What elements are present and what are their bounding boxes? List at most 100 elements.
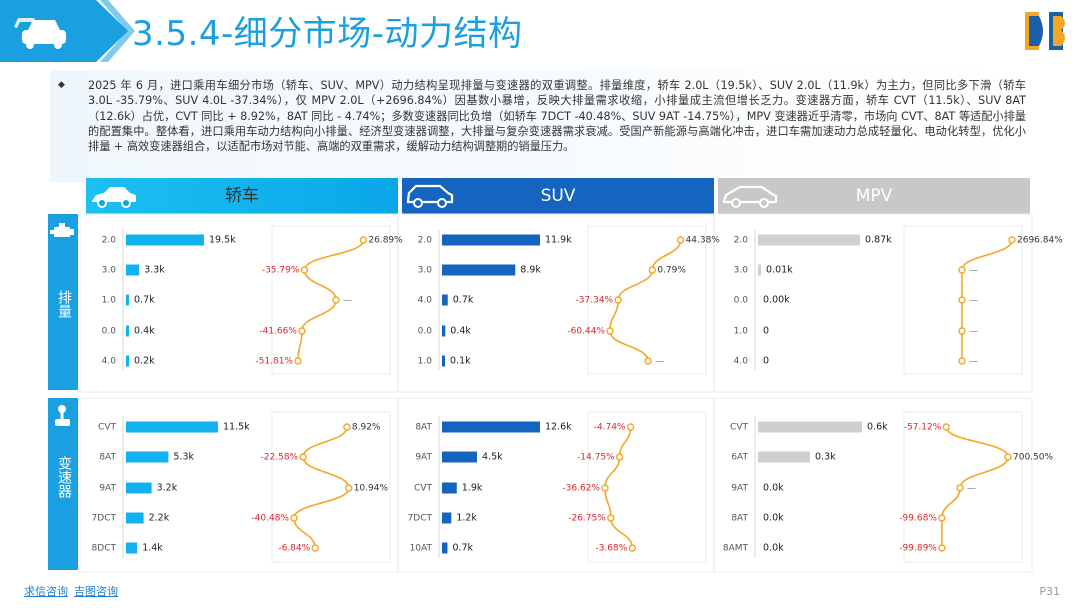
category-label: 8AT <box>415 423 432 433</box>
growth-point <box>938 514 946 522</box>
bar-value-label: 2.2k <box>149 513 170 524</box>
growth-point <box>615 453 624 461</box>
bar-value-label: 12.6k <box>545 422 572 433</box>
column-header-sedan: 轿车 <box>86 178 398 214</box>
growth-label: — <box>969 296 978 306</box>
bar-value-label: 0.0k <box>763 513 784 524</box>
category-label: 10AT <box>410 544 433 554</box>
category-label: 4.0 <box>418 296 433 306</box>
bar-value-label: 1.9k <box>462 483 483 494</box>
bar <box>126 234 204 246</box>
growth-label: 2696.84% <box>1017 236 1063 246</box>
category-label: 6AT <box>731 453 748 463</box>
bar-value-label: 4.5k <box>482 452 503 463</box>
bar <box>442 542 448 554</box>
growth-point <box>956 484 964 492</box>
page-title: 3.5.4-细分市场-动力结构 <box>132 14 523 54</box>
bullet-icon: ◆ <box>58 80 65 90</box>
category-label: 2.0 <box>102 236 117 246</box>
growth-point <box>648 266 657 274</box>
bar-value-label: 0.7k <box>453 295 474 306</box>
category-label: 1.0 <box>734 327 749 337</box>
mpv-icon <box>722 185 778 208</box>
growth-panel-frame <box>587 225 707 375</box>
growth-label: -60.44% <box>567 327 605 337</box>
category-label: 2.0 <box>734 236 749 246</box>
bar <box>442 264 516 276</box>
bar <box>126 355 129 367</box>
growth-point <box>345 484 353 492</box>
category-label: 8DCT <box>92 544 117 554</box>
footer-link-qiuxin[interactable]: 求信咨询 <box>24 585 68 598</box>
category-label: CVT <box>98 423 116 433</box>
growth-label: — <box>967 484 976 494</box>
growth-label: 44.38% <box>686 236 721 246</box>
category-label: 8AMT <box>723 544 749 554</box>
category-label: 1.0 <box>418 357 433 367</box>
bar-value-label: 1.4k <box>142 543 163 554</box>
category-label: 9AT <box>415 453 432 463</box>
car-icon <box>22 20 66 49</box>
bar <box>126 325 129 337</box>
section-frame-displacement <box>79 213 1033 393</box>
growth-label: -99.89% <box>899 544 937 554</box>
bar-value-label: 0.00k <box>763 295 790 306</box>
category-label: 3.0 <box>102 266 117 276</box>
section-frame-transmission <box>79 397 1033 573</box>
bar-value-label: 0.4k <box>450 326 471 337</box>
growth-point <box>942 423 950 431</box>
bar-value-label: 0.1k <box>450 356 471 367</box>
bar <box>126 482 152 494</box>
growth-label: -6.84% <box>278 544 310 554</box>
bar <box>442 482 457 494</box>
growth-panel-frame <box>271 411 391 563</box>
category-label: 9AT <box>731 484 748 494</box>
column-label-sedan: 轿车 <box>225 186 259 206</box>
summary-text: 2025 年 6 月，进口乘用车细分市场（轿车、SUV、MPV）动力结构呈现排量… <box>88 79 1026 154</box>
growth-point <box>294 357 302 365</box>
bar-value-label: 0.3k <box>815 452 836 463</box>
category-label: 4.0 <box>734 357 749 367</box>
growth-point <box>644 357 652 365</box>
bar <box>126 421 218 433</box>
bar-value-label: 0.0k <box>763 543 784 554</box>
growth-point <box>1008 236 1016 244</box>
bar-value-label: 1.2k <box>456 513 477 524</box>
growth-label: 8.92% <box>352 423 381 433</box>
footer-link-jitu[interactable]: 吉图咨询 <box>74 585 118 598</box>
bar-value-label: 0.87k <box>865 235 892 246</box>
section-text-transmission: 变速器 <box>56 456 72 498</box>
bar-value-label: 0.2k <box>134 356 155 367</box>
category-label: 8AT <box>99 453 116 463</box>
growth-label: 0.79% <box>657 266 686 276</box>
growth-point <box>606 327 614 335</box>
bar-value-label: 11.5k <box>223 422 250 433</box>
bar <box>126 294 129 306</box>
growth-point <box>290 514 298 522</box>
category-label: 7DCT <box>92 514 117 524</box>
growth-label: -57.12% <box>904 423 942 433</box>
bar-value-label: 0 <box>763 356 769 367</box>
category-label: 9AT <box>99 484 116 494</box>
growth-point <box>607 514 615 522</box>
bar-value-label: 0 <box>763 326 769 337</box>
category-label: CVT <box>414 484 432 494</box>
bar <box>758 234 860 246</box>
bar <box>442 234 540 246</box>
bar <box>442 512 452 524</box>
bar <box>442 355 445 367</box>
bar <box>758 451 810 463</box>
column-label-mpv: MPV <box>855 186 893 206</box>
category-label: 4.0 <box>102 357 117 367</box>
bar-value-label: 5.3k <box>173 452 194 463</box>
growth-point <box>1004 453 1012 461</box>
category-label: 0.0 <box>734 296 749 306</box>
bar-value-label: 8.9k <box>520 265 541 276</box>
growth-point <box>958 327 966 335</box>
bar <box>126 542 138 554</box>
growth-point <box>332 296 340 304</box>
growth-point <box>626 423 635 431</box>
bar <box>442 325 446 337</box>
bar <box>442 421 540 433</box>
